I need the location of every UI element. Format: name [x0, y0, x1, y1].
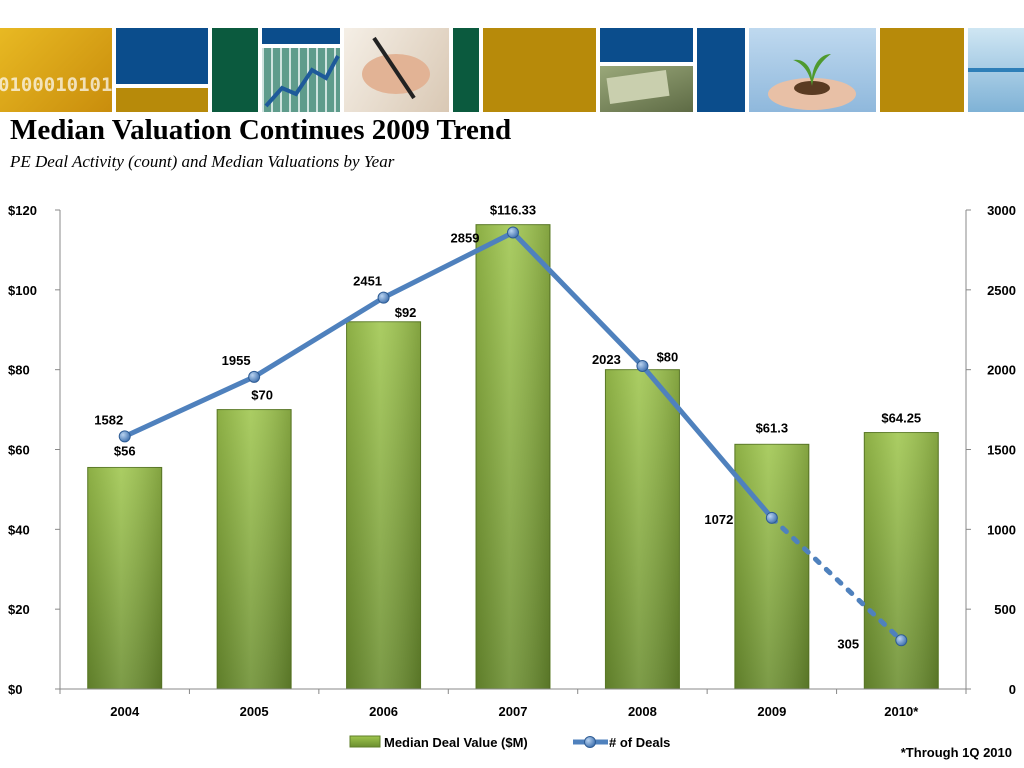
x-tick-label-2005: 2005	[240, 704, 269, 719]
deals-point-2008	[636, 359, 649, 372]
x-tick-label-2007: 2007	[499, 704, 528, 719]
deal-count-label-2009: 1072	[704, 512, 733, 527]
banner-gold-block	[116, 88, 208, 112]
banner-blue-block-2	[600, 28, 693, 62]
chart-subtitle: PE Deal Activity (count) and Median Valu…	[10, 152, 395, 171]
deals-valuation-chart: $0 0 $20 500 $40 1000 $60 1500 $80 2000 $100 2500 $1…	[8, 203, 1016, 750]
legend-swatch-point	[584, 736, 596, 748]
page-title: Median Valuation Continues 2009 Trend	[10, 114, 512, 146]
x-tick-label-2006: 2006	[369, 704, 398, 719]
deal-count-label-2004: 1582	[94, 412, 123, 427]
y-left-tick-label: $60	[8, 443, 30, 458]
y-right-tick-label: 500	[994, 602, 1016, 617]
deals-point-2004	[118, 430, 131, 443]
banner-binary-image: 0100010101	[0, 28, 112, 112]
legend-label-bars: Median Deal Value ($M)	[384, 735, 528, 750]
banner-tech-image	[968, 28, 1024, 112]
banner-green-block	[212, 28, 258, 112]
deal-count-label-2005: 1955	[222, 353, 251, 368]
x-tick-label-2010*: 2010*	[884, 704, 919, 719]
bar-value-label-2007: $116.33	[490, 203, 536, 218]
x-tick-label-2008: 2008	[628, 704, 657, 719]
deal-count-label-2010*: 305	[837, 636, 859, 651]
deals-point-2009	[765, 511, 778, 524]
y-left-tick-label: $20	[8, 602, 30, 617]
footnote: *Through 1Q 2010	[900, 745, 1012, 760]
deals-line-solid	[123, 230, 774, 520]
deal-count-label-2007: 2859	[451, 231, 480, 246]
y-right-tick-label: 1000	[987, 522, 1016, 537]
banner-money-image	[600, 66, 693, 112]
y-right-tick-label: 2500	[987, 283, 1016, 298]
deals-point-2006	[377, 291, 390, 304]
banner-blue-strip	[262, 28, 340, 44]
deals-point-2007	[507, 226, 519, 239]
bar-value-label-2005: $70	[251, 388, 273, 403]
y-left-tick-label: $40	[8, 522, 30, 537]
deal-count-label-2006: 2451	[353, 274, 382, 289]
deal-count-label-2008: 2023	[592, 352, 621, 367]
deals-point-2010*	[895, 634, 908, 647]
bar-value-label-2010*: $64.25	[881, 411, 921, 426]
banner-blue-block	[116, 28, 208, 84]
banner-gold-block-3	[880, 28, 964, 112]
banner-stock-chart-image	[262, 48, 340, 112]
y-right-tick-label: 3000	[987, 203, 1016, 218]
y-left-tick-label: $80	[8, 363, 30, 378]
y-left-tick-label: $120	[8, 203, 37, 218]
banner-blue-block-3	[697, 28, 745, 112]
bar-value-label-2009: $61.3	[756, 420, 789, 435]
deals-line-dotted	[769, 515, 904, 643]
bar-value-label-2004: $56	[114, 443, 136, 458]
legend-swatch-bars	[349, 735, 381, 748]
bar-value-label-2006: $92	[395, 305, 417, 320]
x-tick-label-2004: 2004	[110, 704, 140, 719]
y-right-tick-label: 0	[1009, 682, 1016, 697]
y-left-tick-label: $0	[8, 682, 22, 697]
banner-gold-block-2	[483, 28, 596, 112]
y-left-tick-label: $100	[8, 283, 37, 298]
header-banner: 0100010101	[0, 28, 1024, 112]
deals-point-2005	[248, 370, 261, 383]
banner-binary-text: 0100010101	[0, 74, 112, 96]
x-tick-label-2009: 2009	[757, 704, 786, 719]
banner-hand-writing-image	[344, 28, 449, 112]
legend-label-line: # of Deals	[609, 735, 670, 750]
y-right-tick-label: 1500	[987, 443, 1016, 458]
y-right-tick-label: 2000	[987, 363, 1016, 378]
bar-value-label-2008: $80	[657, 350, 679, 365]
banner-green-block-2	[453, 28, 479, 112]
banner-hands-plant-image	[749, 28, 876, 112]
